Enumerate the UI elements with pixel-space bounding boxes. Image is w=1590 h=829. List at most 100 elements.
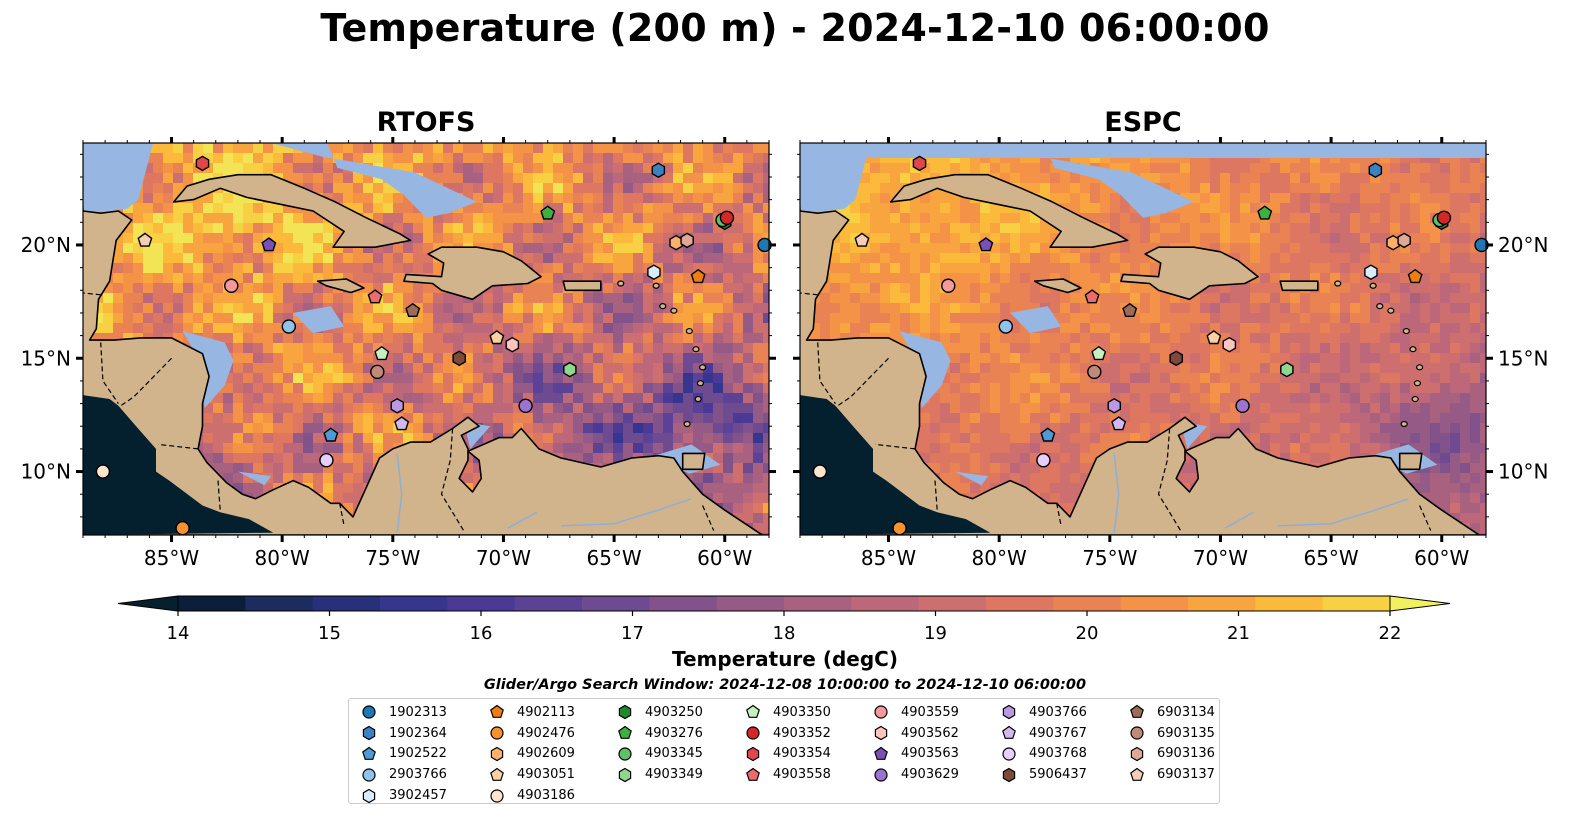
float-marker-4903766[interactable] (1107, 397, 1122, 414)
river (396, 453, 403, 533)
float-marker-5906437[interactable] (452, 350, 466, 367)
float-marker-4903276[interactable] (540, 205, 556, 220)
map-frame (82, 142, 770, 536)
colorbar-segment (784, 596, 852, 611)
float-marker-4902609[interactable] (1386, 234, 1400, 251)
float-marker-6903137[interactable] (137, 232, 153, 247)
float-marker-4903276[interactable] (1257, 205, 1273, 220)
float-marker-4903350[interactable] (374, 345, 390, 361)
float-marker-1902364[interactable] (1368, 162, 1383, 179)
legend-label: 1902522 (389, 746, 447, 762)
shallow-water (83, 143, 154, 214)
float-legend: 1902313 1902364 1902522 2903766 3902457 49021… (348, 698, 1220, 804)
float-marker-1902522[interactable] (323, 427, 339, 442)
float-marker-4903186[interactable] (812, 464, 828, 479)
float-marker-6903135[interactable] (370, 364, 385, 380)
legend-label: 6903136 (1157, 746, 1215, 762)
float-marker-4903559[interactable] (941, 278, 956, 293)
float-marker-4903563[interactable] (978, 237, 994, 252)
hexagon-marker-icon (362, 788, 376, 803)
colorbar-tick-label: 15 (318, 623, 341, 644)
float-marker-4903562[interactable] (505, 336, 520, 353)
legend-item-1902522: 1902522 (361, 744, 447, 765)
pacific-ocean (83, 395, 274, 535)
panel-title-espc: ESPC (1104, 107, 1182, 138)
float-marker-4903768[interactable] (319, 453, 334, 468)
float-marker-3902457[interactable] (1364, 264, 1378, 281)
country-border (837, 357, 889, 407)
land-pr (562, 280, 602, 292)
float-marker-4903349[interactable] (563, 361, 577, 378)
float-marker-3902457[interactable] (647, 264, 661, 281)
float-marker-4903352[interactable] (1436, 210, 1452, 225)
float-marker-4903559[interactable] (224, 278, 239, 293)
country-border (339, 503, 345, 527)
figure-title: Temperature (200 m) - 2024-12-10 06:00:0… (320, 6, 1270, 50)
float-marker-6903135[interactable] (1087, 364, 1102, 380)
land-pr (1279, 280, 1319, 292)
colorbar-segment (380, 596, 448, 611)
float-marker-4903349[interactable] (1280, 361, 1294, 378)
float-marker-4903051[interactable] (489, 330, 505, 345)
float-marker-4903354[interactable] (195, 155, 210, 172)
float-marker-4903558[interactable] (1084, 289, 1100, 304)
float-marker-6903134[interactable] (405, 302, 421, 317)
no-data-band (800, 143, 1486, 158)
colorbar-segment (986, 596, 1054, 611)
float-marker-6903136[interactable] (1397, 232, 1411, 249)
float-marker-4903354[interactable] (912, 155, 927, 172)
island (617, 280, 625, 287)
float-marker-4903629[interactable] (518, 398, 533, 414)
colorbar-segment (1053, 596, 1122, 611)
legend-label: 4903767 (1029, 725, 1087, 741)
island (1402, 327, 1410, 335)
float-marker-4903766[interactable] (390, 397, 404, 414)
colorbar-extend-high (1389, 595, 1451, 612)
float-marker-4903352[interactable] (719, 210, 735, 225)
float-marker-4903186[interactable] (95, 464, 111, 479)
island (692, 346, 700, 353)
lon-tick-label: 85°W (861, 546, 916, 570)
float-marker-4903767[interactable] (1111, 416, 1127, 431)
float-marker-5906437[interactable] (1169, 350, 1184, 367)
float-marker-4903558[interactable] (367, 289, 383, 304)
shallow-water (237, 471, 272, 486)
float-marker-2903766[interactable] (281, 319, 296, 334)
shallow-water (1010, 306, 1062, 334)
float-marker-4903350[interactable] (1091, 345, 1107, 361)
shallow-water (293, 306, 345, 334)
float-marker-6903134[interactable] (1122, 302, 1138, 317)
float-marker-4903563[interactable] (261, 237, 277, 252)
colorbar-segment (716, 596, 785, 611)
colorbar-segment (245, 596, 314, 611)
float-marker-6903136[interactable] (680, 232, 694, 249)
legend-label: 4903276 (645, 725, 703, 741)
float-marker-4903768[interactable] (1036, 453, 1051, 468)
colorbar-tick-label: 20 (1076, 623, 1099, 644)
colorbar-segment (918, 596, 987, 611)
float-marker-4902113[interactable] (690, 268, 706, 284)
float-marker-1902364[interactable] (651, 162, 666, 179)
float-marker-2903766[interactable] (998, 319, 1013, 334)
island (1411, 395, 1419, 403)
float-marker-4903767[interactable] (394, 416, 410, 431)
float-marker-4902113[interactable] (1407, 268, 1423, 284)
country-border (934, 480, 938, 511)
legend-item-4903558: 4903558 (745, 764, 831, 785)
country-border (217, 480, 221, 511)
float-marker-4902609[interactable] (669, 234, 683, 251)
lat-tick-label: 15°N (21, 346, 71, 370)
pentagon-marker-icon (490, 767, 504, 781)
float-marker-6903137[interactable] (854, 232, 870, 247)
float-marker-4902476[interactable] (892, 521, 907, 536)
legend-item-6903136: 6903136 (1129, 744, 1215, 765)
legend-item-4902476: 4902476 (489, 723, 575, 744)
float-marker-4903562[interactable] (1222, 336, 1237, 353)
river (1113, 453, 1120, 533)
float-marker-4902476[interactable] (175, 521, 190, 536)
colorbar-tick-label: 14 (167, 623, 190, 644)
float-marker-4903051[interactable] (1206, 330, 1222, 345)
colorbar-extend-low (117, 595, 179, 612)
float-marker-4903629[interactable] (1235, 398, 1250, 414)
float-marker-1902522[interactable] (1040, 427, 1056, 442)
